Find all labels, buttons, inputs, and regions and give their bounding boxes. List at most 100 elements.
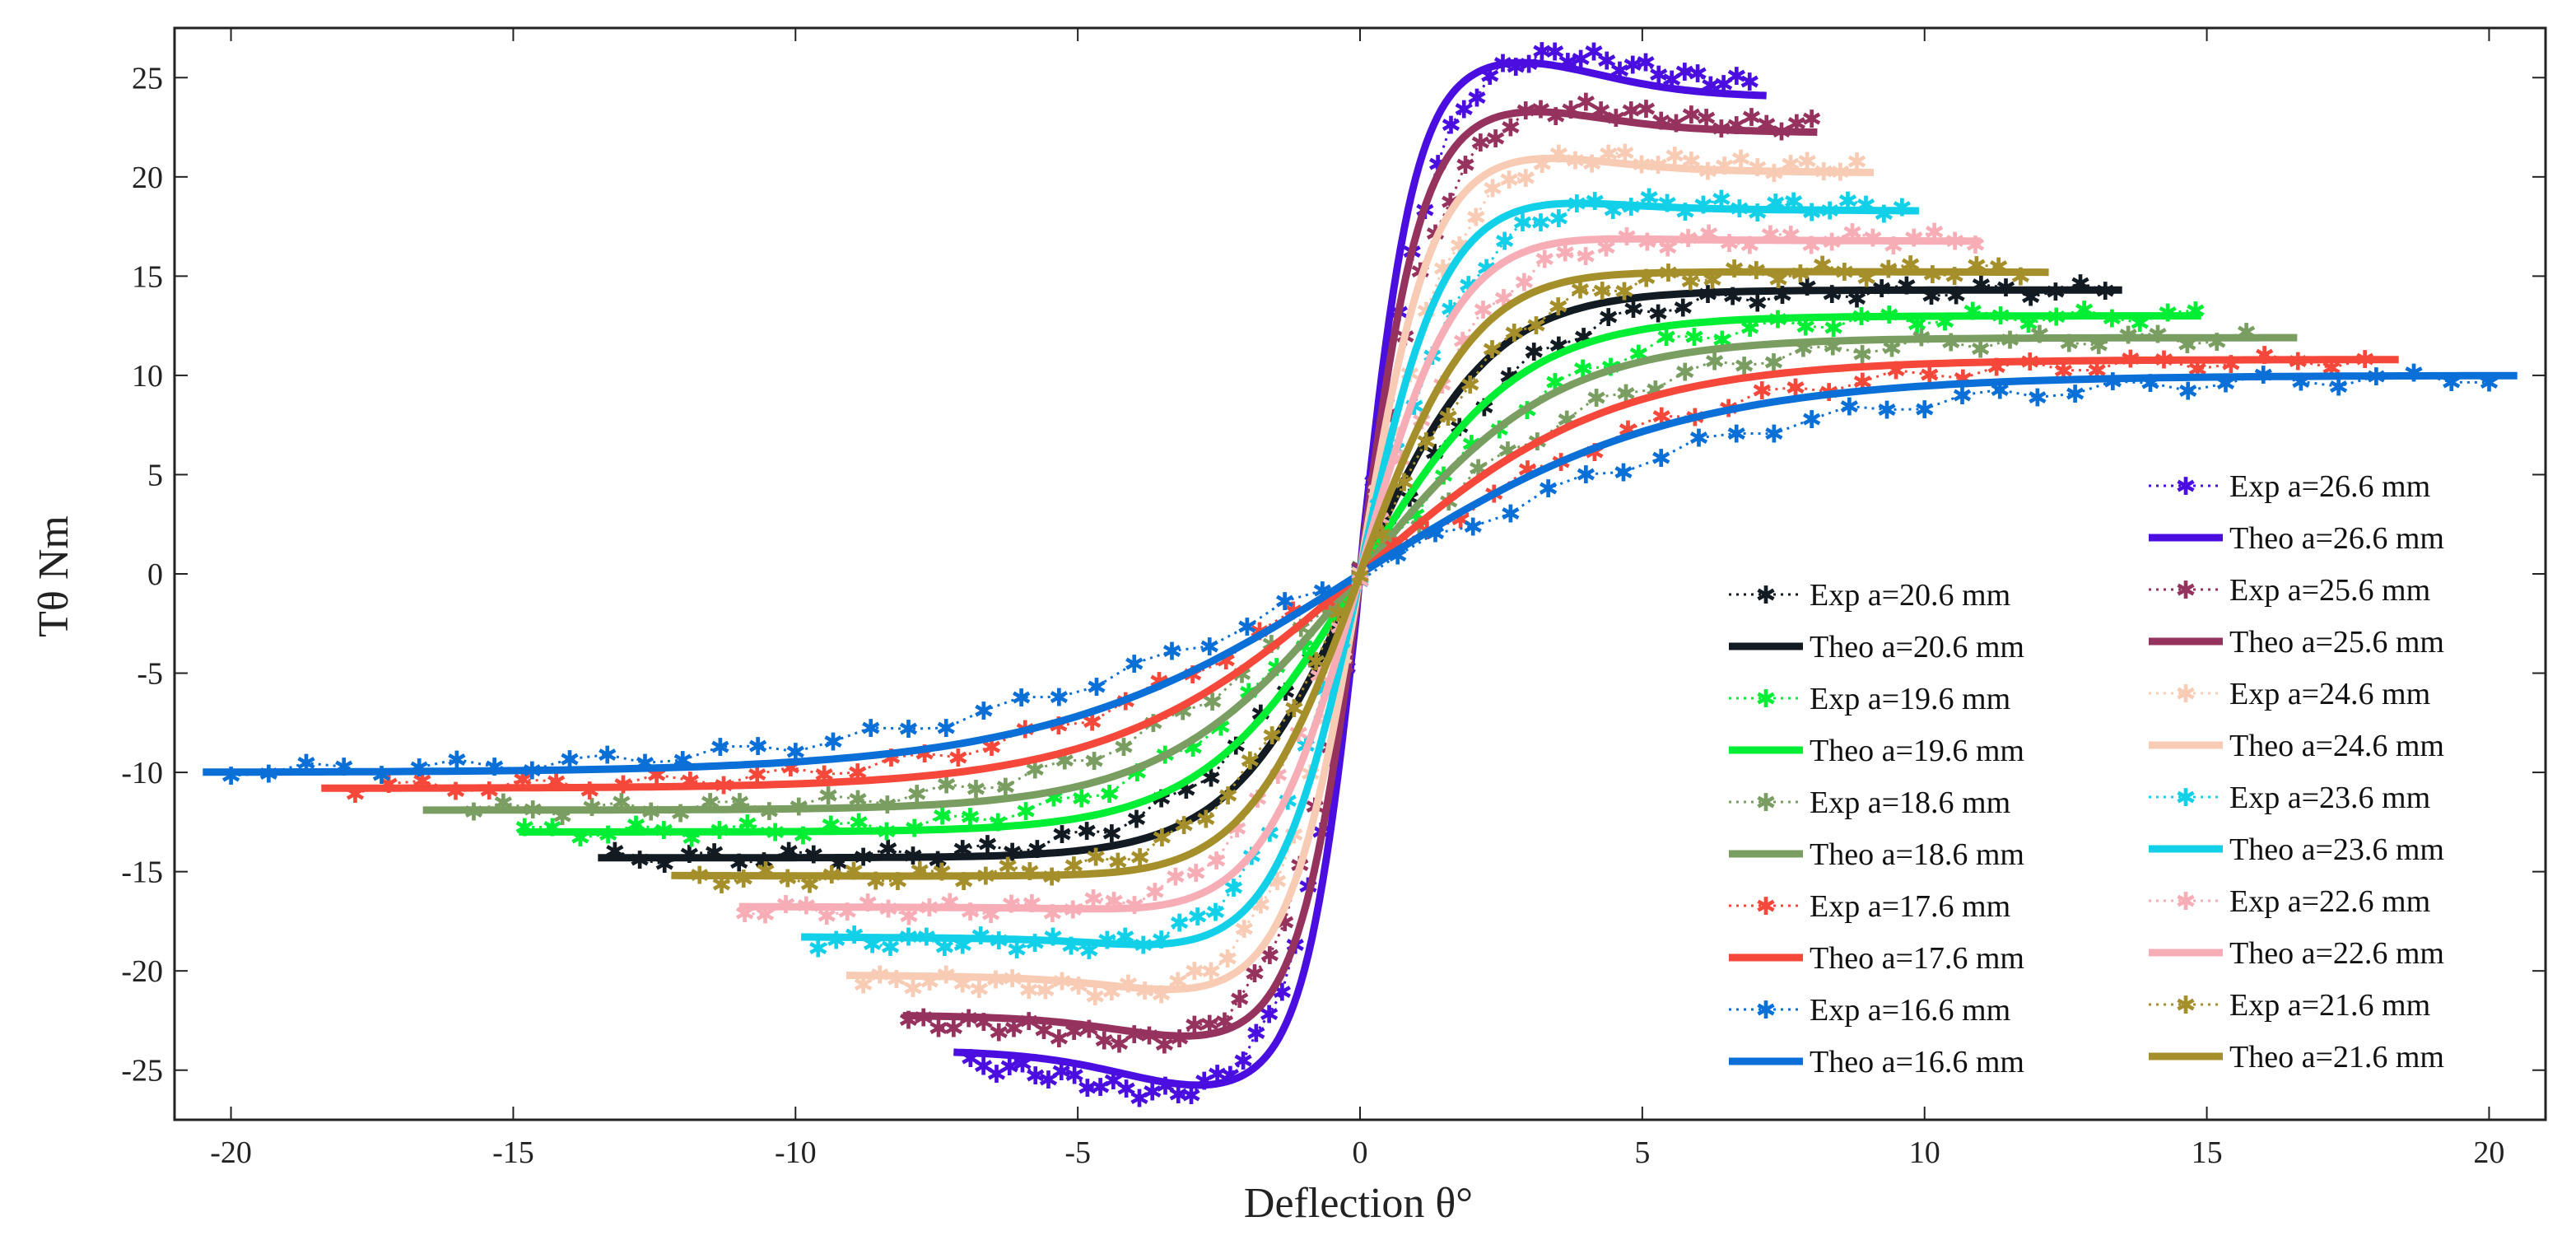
- exp-marker: ✱: [1068, 972, 1088, 1001]
- y-tick-label: 15: [132, 259, 163, 294]
- exp-marker: ✱: [822, 861, 842, 890]
- exp-marker: ✱: [296, 750, 316, 779]
- exp-marker: ✱: [986, 1061, 1007, 1089]
- exp-marker: ✱: [1099, 781, 1120, 809]
- exp-marker: ✱: [948, 744, 968, 773]
- exp-marker: ✱: [679, 841, 700, 869]
- exp-marker: ✱: [821, 811, 841, 840]
- exp-marker: ✱: [2045, 278, 2066, 307]
- exp-marker: ✱: [1842, 219, 1862, 248]
- legend-entry-label: Theo a=17.6 mm: [1810, 941, 2024, 976]
- exp-marker: ✱: [2027, 384, 2047, 413]
- exp-marker: ✱: [808, 935, 828, 963]
- exp-marker: ✱: [581, 794, 602, 823]
- exp-marker: ✱: [379, 771, 399, 799]
- exp-marker: ✱: [928, 846, 948, 875]
- exp-marker: ✱: [673, 747, 693, 776]
- exp-marker: ✱: [1675, 58, 1695, 87]
- exp-marker: ✱: [934, 934, 955, 963]
- legend-exp-marker: ✱: [2175, 991, 2196, 1020]
- exp-marker: ✱: [998, 853, 1018, 882]
- exp-marker: ✱: [1512, 209, 1533, 238]
- exp-marker: ✱: [1700, 72, 1721, 101]
- exp-marker: ✱: [995, 773, 1016, 802]
- legend-entry-label: Theo a=22.6 mm: [2229, 936, 2444, 971]
- legend-entry-label: Theo a=21.6 mm: [2229, 1040, 2444, 1075]
- exp-marker: ✱: [1856, 191, 1876, 220]
- exp-marker: ✱: [1199, 1011, 1220, 1040]
- exp-marker: ✱: [2130, 310, 2150, 338]
- exp-marker: ✱: [1971, 272, 1991, 301]
- exp-marker: ✱: [1558, 49, 1578, 77]
- exp-marker: ✱: [1466, 85, 1487, 114]
- exp-marker: ✱: [1635, 49, 1656, 78]
- legend-exp-marker: ✱: [2175, 888, 2196, 916]
- legend-entry-label: Theo a=18.6 mm: [1810, 837, 2024, 872]
- exp-marker: ✱: [989, 927, 1009, 956]
- exp-marker: ✱: [1214, 1008, 1235, 1037]
- exp-marker: ✱: [1673, 294, 1693, 323]
- exp-marker: ✱: [1049, 1025, 1069, 1054]
- axis-ticks: -20 -15 -10 -5 0 5 10 15 20 -25 -20 -15 -10 -5 0 5 10 15 2…: [121, 28, 2546, 1170]
- exp-marker: ✱: [1605, 105, 1626, 133]
- exp-marker: ✱: [1102, 820, 1122, 849]
- y-tick-label: -25: [121, 1054, 163, 1088]
- exp-marker: ✱: [409, 754, 430, 783]
- exp-marker: ✱: [1675, 198, 1695, 227]
- exp-marker: ✱: [2089, 332, 2109, 361]
- exp-marker: ✱: [1018, 977, 1039, 1005]
- exp-marker: ✱: [1485, 125, 1506, 154]
- exp-marker: ✱: [2059, 329, 2080, 358]
- exp-marker: ✱: [1924, 218, 1945, 247]
- exp-marker: ✱: [1042, 923, 1063, 952]
- exp-marker: ✱: [2102, 305, 2122, 333]
- exp-marker: ✱: [1940, 329, 1961, 358]
- exp-marker: ✱: [704, 839, 724, 868]
- exp-marker: ✱: [1656, 324, 1677, 352]
- exp-marker: ✱: [1416, 428, 1437, 457]
- exp-marker: ✱: [1988, 253, 2009, 282]
- exp-marker: ✱: [966, 776, 986, 804]
- exp-marker: ✱: [2254, 342, 2275, 371]
- exp-marker: ✱: [2103, 368, 2123, 397]
- exp-marker: ✱: [1184, 958, 1204, 986]
- exp-marker: ✱: [898, 716, 919, 744]
- exp-marker: ✱: [1530, 209, 1551, 238]
- exp-marker: ✱: [1024, 930, 1045, 958]
- exp-marker: ✱: [2065, 380, 2085, 409]
- exp-marker: ✱: [1015, 798, 1036, 827]
- exp-marker: ✱: [1821, 228, 1842, 257]
- exp-marker: ✱: [2070, 270, 2090, 299]
- exp-marker: ✱: [1714, 152, 1735, 181]
- exp-marker: ✱: [1463, 513, 1484, 542]
- exp-marker: ✱: [1965, 231, 1986, 260]
- exp-marker: ✱: [748, 733, 768, 762]
- exp-marker: ✱: [1847, 285, 1867, 314]
- exp-marker: ✱: [2157, 300, 2178, 329]
- exp-marker: ✱: [1124, 650, 1144, 679]
- exp-marker: ✱: [1702, 267, 1722, 296]
- exp-marker: ✱: [1218, 945, 1238, 974]
- exp-marker: ✱: [913, 1004, 934, 1033]
- exp-marker: ✱: [333, 753, 354, 782]
- exp-marker: ✱: [1946, 282, 1967, 310]
- exp-marker: ✱: [960, 1045, 981, 1074]
- exp-marker: ✱: [860, 715, 881, 744]
- exp-marker: ✱: [2177, 331, 2197, 360]
- y-tick-label: 5: [147, 458, 163, 492]
- exp-marker: ✱: [1726, 112, 1747, 141]
- legend: ✱ Exp a=20.6 mm Theo a=20.6 mm ✱ Exp a=19.6 …: [1729, 469, 2444, 1079]
- exp-marker: ✱: [1576, 461, 1596, 490]
- exp-marker: ✱: [1740, 68, 1760, 97]
- exp-marker: ✱: [1678, 225, 1698, 254]
- exp-marker: ✱: [1591, 97, 1611, 126]
- exp-marker: ✱: [1532, 151, 1553, 179]
- exp-marker: ✱: [1064, 1061, 1084, 1090]
- exp-marker: ✱: [737, 810, 757, 839]
- exp-marker: ✱: [1184, 1012, 1204, 1041]
- exp-marker: ✱: [1002, 965, 1022, 994]
- exp-marker: ✱: [1856, 264, 1877, 293]
- exp-marker: ✱: [1206, 847, 1227, 876]
- exp-marker: ✱: [734, 900, 755, 929]
- exp-marker: ✱: [1051, 821, 1072, 850]
